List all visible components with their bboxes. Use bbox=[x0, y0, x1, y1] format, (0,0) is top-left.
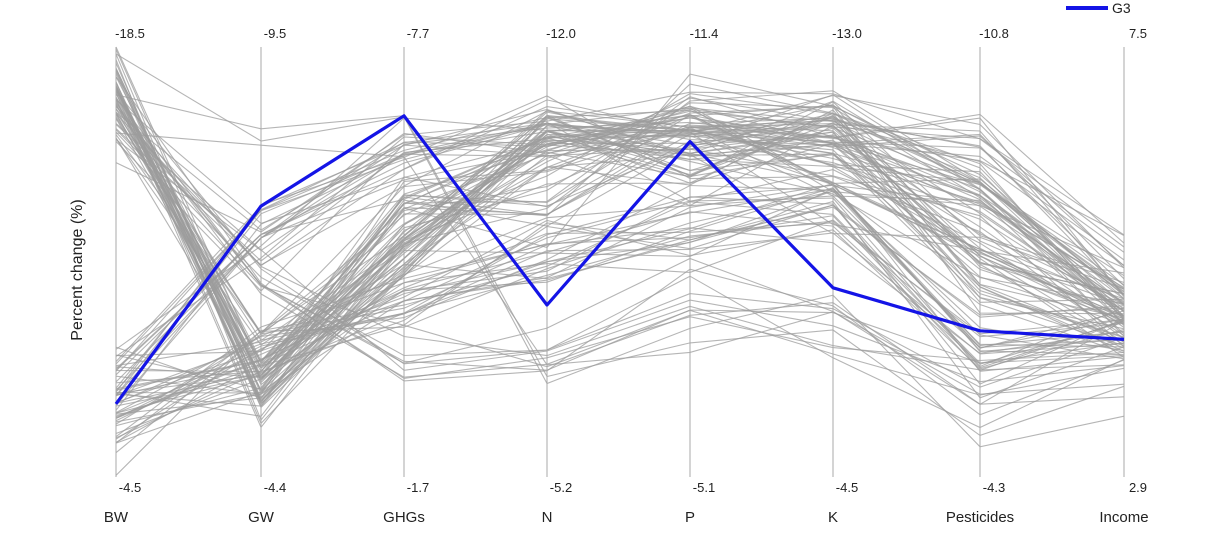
legend-label: G3 bbox=[1112, 0, 1131, 16]
background-line bbox=[115, 81, 1125, 392]
background-line bbox=[115, 94, 1125, 269]
background-line bbox=[115, 227, 1125, 454]
axis-top-value: -18.5 bbox=[115, 26, 145, 41]
background-line bbox=[115, 132, 1125, 395]
background-line bbox=[115, 62, 1125, 395]
background-line bbox=[115, 108, 1125, 362]
background-line bbox=[115, 90, 1125, 388]
axis-name: Pesticides bbox=[946, 509, 1014, 526]
axis-bottom-value: -4.5 bbox=[119, 480, 141, 495]
background-line bbox=[115, 98, 1125, 404]
axis-top-value: 7.5 bbox=[1129, 26, 1147, 41]
axis-labels: -18.5 -4.5 BW -9.5 -4.4 GW -7.7 -1.7 GHGs -12.0 -5… bbox=[104, 26, 1149, 526]
background-line bbox=[115, 104, 1125, 336]
highlight-series bbox=[114, 114, 1125, 405]
background-line bbox=[115, 125, 1125, 335]
background-line bbox=[115, 76, 1125, 362]
background-line bbox=[115, 201, 1125, 476]
axis-top-value: -9.5 bbox=[264, 26, 286, 41]
y-axis-label: Percent change (%) bbox=[69, 199, 86, 340]
axes bbox=[115, 47, 1125, 477]
background-line bbox=[115, 109, 1125, 389]
background-line bbox=[115, 70, 1125, 384]
axis-bottom-value: -5.1 bbox=[693, 480, 715, 495]
axis-bottom-value: -5.2 bbox=[550, 480, 572, 495]
background-line bbox=[115, 110, 1125, 266]
background-lines bbox=[115, 46, 1125, 476]
axis-name: N bbox=[542, 509, 553, 526]
axis-bottom-value: -4.4 bbox=[264, 480, 286, 495]
background-line bbox=[115, 94, 1125, 437]
background-line bbox=[115, 59, 1125, 422]
background-line bbox=[115, 81, 1125, 408]
background-line bbox=[115, 122, 1125, 372]
background-line bbox=[115, 122, 1125, 383]
background-line bbox=[115, 219, 1125, 435]
background-line bbox=[115, 106, 1125, 371]
background-line bbox=[115, 126, 1125, 378]
background-line bbox=[115, 129, 1125, 429]
axis-bottom-value: 2.9 bbox=[1129, 480, 1147, 495]
axis-top-value: -10.8 bbox=[979, 26, 1009, 41]
legend: G3 bbox=[1066, 0, 1131, 16]
highlight-line bbox=[114, 114, 1125, 405]
axis-name: Income bbox=[1099, 509, 1148, 526]
axis-name: GW bbox=[248, 509, 275, 526]
background-line bbox=[115, 69, 1125, 401]
axis-name: GHGs bbox=[383, 509, 425, 526]
background-line bbox=[115, 104, 1125, 395]
background-line bbox=[115, 188, 1125, 438]
background-line bbox=[115, 195, 1125, 367]
axis-bottom-value: -1.7 bbox=[407, 480, 429, 495]
axis-top-value: -13.0 bbox=[832, 26, 862, 41]
background-line bbox=[115, 97, 1125, 379]
background-line bbox=[115, 131, 1125, 405]
background-line bbox=[115, 182, 1125, 404]
background-line bbox=[115, 122, 1125, 414]
background-line bbox=[115, 119, 1125, 407]
background-line bbox=[115, 215, 1125, 414]
background-line bbox=[115, 219, 1125, 440]
background-line bbox=[115, 53, 1125, 448]
axis-name: K bbox=[828, 509, 838, 526]
background-line bbox=[115, 144, 1125, 383]
axis-bottom-value: -4.3 bbox=[983, 480, 1005, 495]
axis-top-value: -7.7 bbox=[407, 26, 429, 41]
background-line bbox=[115, 76, 1125, 416]
axis-name: P bbox=[685, 509, 695, 526]
axis-name: BW bbox=[104, 509, 129, 526]
background-line bbox=[115, 49, 1125, 380]
background-line bbox=[115, 96, 1125, 381]
background-line bbox=[115, 105, 1125, 371]
background-line bbox=[115, 94, 1125, 390]
background-line bbox=[115, 99, 1125, 296]
background-line bbox=[115, 86, 1125, 409]
background-line bbox=[115, 129, 1125, 391]
axis-top-value: -11.4 bbox=[690, 26, 719, 41]
axis-top-value: -12.0 bbox=[546, 26, 576, 41]
axis-bottom-value: -4.5 bbox=[836, 480, 858, 495]
